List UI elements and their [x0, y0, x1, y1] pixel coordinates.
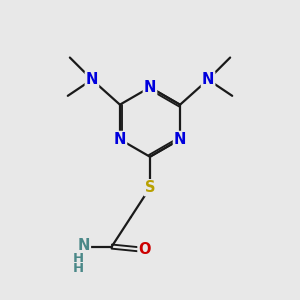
Text: N: N [202, 72, 214, 87]
Text: N: N [144, 80, 156, 95]
Text: O: O [138, 242, 151, 257]
Text: N: N [86, 72, 98, 87]
Text: N: N [114, 132, 126, 147]
Text: H: H [73, 262, 84, 275]
Text: S: S [145, 180, 155, 195]
Text: N: N [174, 132, 186, 147]
Text: H: H [73, 252, 84, 265]
Text: N: N [78, 238, 90, 253]
